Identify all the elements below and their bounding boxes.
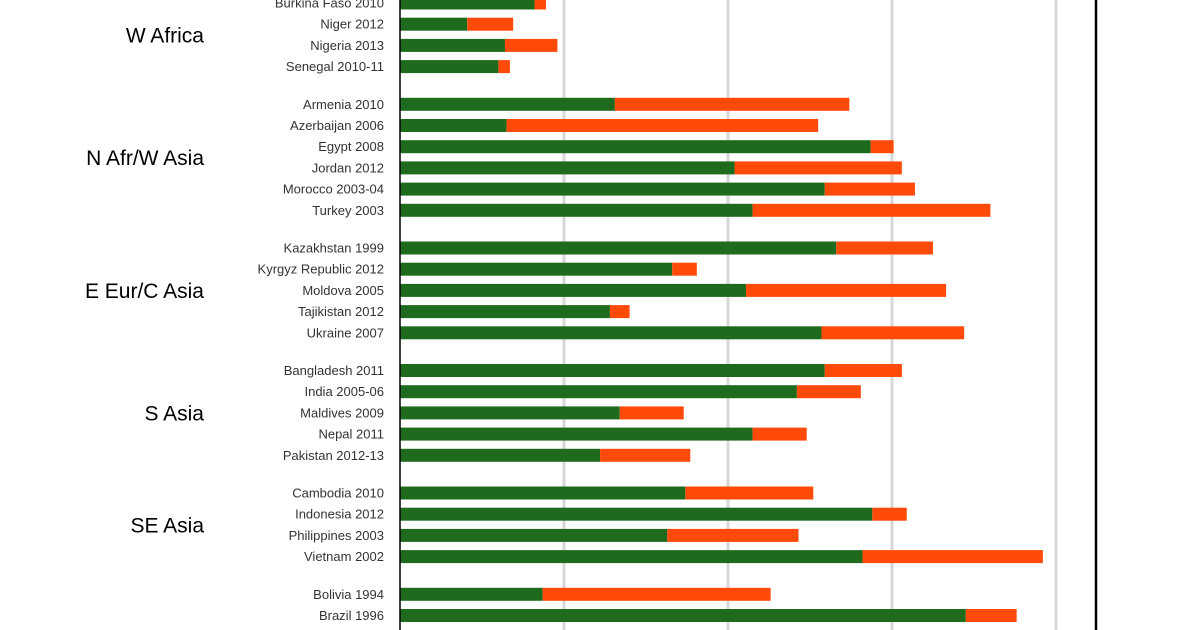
category-label: Maldives 2009 [300,405,384,420]
category-label: Bangladesh 2011 [284,363,384,378]
category-label: Egypt 2008 [318,139,384,154]
category-label: India 2005-06 [304,384,384,399]
category-label: Burkina Faso 2010 [275,0,384,11]
bar-segment-g4-r2-s1 [667,528,799,542]
region-label-1: N Afr/W Asia [86,147,204,170]
category-label: Cambodia 2010 [292,486,384,501]
bar-segment-g1-r1-s0 [400,119,507,132]
bar-segment-g1-r5-s1 [752,203,991,217]
region-label-3: S Asia [144,402,204,425]
bar-segment-g3-r2-s1 [619,406,684,420]
bar-segment-g2-r4-s0 [400,326,822,340]
category-label: Ukraine 2007 [307,325,384,340]
category-label: Nepal 2011 [318,427,384,442]
bar-segment-g3-r4-s0 [400,448,601,462]
bar-segment-g2-r1-s1 [672,262,697,276]
bar-segment-g0-r2-s0 [400,38,505,52]
bar-segment-g5-r0-s0 [400,587,543,601]
bar-segment-g0-r0-s0 [400,0,535,10]
bar-segment-g2-r3-s1 [609,305,630,319]
bar-segment-g3-r1-s0 [400,385,797,399]
bar-segment-g2-r1-s0 [400,262,673,276]
bar-segment-g3-r1-s1 [796,385,861,399]
bar-segment-g1-r0-s1 [614,97,850,111]
bar-segment-g5-r0-s1 [542,587,771,601]
bar-segment-g1-r5-s0 [400,203,753,217]
bar-segment-g3-r0-s0 [400,364,825,377]
bar-segment-g0-r2-s1 [504,38,558,52]
bar-segment-g2-r4-s1 [821,326,965,340]
region-label-2: E Eur/C Asia [85,280,204,303]
bar-segment-g3-r0-s1 [824,364,902,377]
bar-segment-g0-r1-s0 [400,17,468,31]
bar-segment-g4-r1-s0 [400,507,873,521]
bar-segment-g5-r1-s1 [965,609,1017,622]
bars [400,0,1043,622]
category-label: Armenia 2010 [303,97,384,112]
category-label: Philippines 2003 [289,528,384,543]
bar-segment-g1-r2-s1 [870,140,894,154]
bar-segment-g2-r2-s1 [746,283,947,297]
category-label: Tajikistan 2012 [298,304,384,319]
category-label: Morocco 2003-04 [283,182,384,197]
bar-segment-g1-r0-s0 [400,97,615,111]
bar-segment-g1-r3-s1 [734,161,902,175]
category-label: Vietnam 2002 [304,549,384,564]
bar-segment-g1-r2-s0 [400,140,871,154]
bar-segment-g1-r4-s1 [824,182,915,196]
bar-segment-g4-r3-s0 [400,550,863,564]
category-label: Niger 2012 [320,17,384,32]
category-label: Turkey 2003 [312,203,384,218]
category-label: Senegal 2010-11 [286,59,384,74]
bar-segment-g1-r1-s1 [506,119,819,132]
bar-segment-g3-r3-s0 [400,427,753,441]
bar-segment-g4-r0-s1 [685,486,814,500]
bar-segment-g0-r0-s1 [534,0,546,10]
category-label: Moldova 2005 [302,283,384,298]
category-label: Brazil 1996 [319,608,384,623]
bar-segment-g1-r4-s0 [400,182,825,196]
category-label: Indonesia 2012 [295,507,384,522]
bar-segment-g4-r3-s1 [862,550,1043,564]
bar-segment-g4-r0-s0 [400,486,686,500]
bar-segment-g3-r2-s0 [400,406,620,420]
bar-segment-g0-r1-s1 [467,17,514,31]
region-label-4: SE Asia [130,514,204,537]
bar-segment-g3-r3-s1 [752,427,807,441]
bar-segment-g2-r0-s0 [400,241,837,255]
bar-segment-g0-r3-s0 [400,60,499,74]
bar-segment-g2-r3-s0 [400,305,610,319]
bar-segment-g3-r4-s1 [600,448,691,462]
category-label: Bolivia 1994 [313,587,384,602]
category-label: Kazakhstan 1999 [284,241,384,256]
category-label: Nigeria 2013 [310,38,384,53]
region-label-0: W Africa [126,24,204,47]
category-label: Azerbaijan 2006 [290,118,384,133]
category-label: Pakistan 2012-13 [283,448,384,463]
bar-segment-g2-r0-s1 [836,241,933,255]
category-label: Jordan 2012 [312,160,384,175]
region-labels: W Africa N Afr/W Asia E Eur/C Asia S Asia SE… [85,24,204,537]
bar-segment-g4-r2-s0 [400,528,668,542]
bar-segment-g5-r1-s0 [400,609,966,622]
bar-segment-g1-r3-s0 [400,161,735,175]
category-labels: Burkina Faso 2010 Niger 2012 Nigeria 2013 S… [258,0,384,630]
bar-segment-g0-r3-s1 [498,60,510,74]
bar-segment-g2-r2-s0 [400,283,747,297]
bar-segment-g4-r1-s1 [872,507,907,521]
category-label: Kyrgyz Republic 2012 [258,262,384,277]
